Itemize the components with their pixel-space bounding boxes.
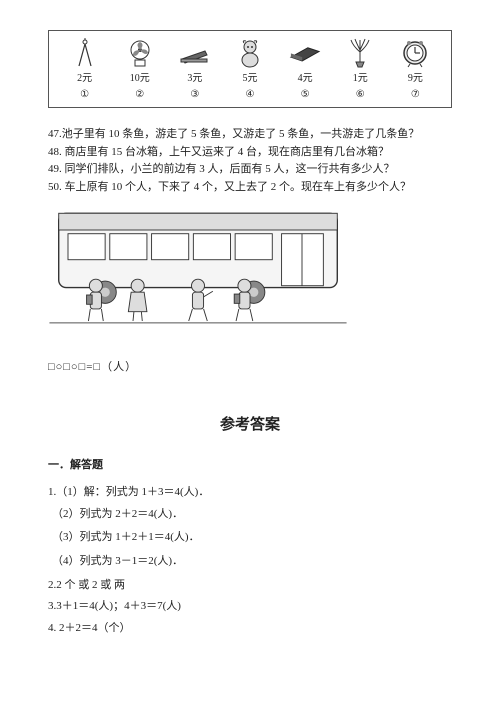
- answer-2: 2.2 个 或 2 或 两: [48, 577, 452, 595]
- item-doll: 5元 ④: [222, 37, 277, 103]
- stapler-icon: [167, 37, 222, 69]
- item-index: ①: [57, 87, 112, 103]
- item-price: 10元: [112, 71, 167, 87]
- items-price-box: 2元 ① 10元 ② 3元 ③ 5元 ④: [48, 30, 452, 108]
- question-49: 49. 同学们排队，小兰的前边有 3 人，后面有 5 人，这一行共有多少人？: [48, 161, 452, 179]
- item-wallet: 4元 ⑤: [278, 37, 333, 103]
- items-row: 2元 ① 10元 ② 3元 ③ 5元 ④: [57, 37, 443, 103]
- item-index: ⑤: [278, 87, 333, 103]
- item-index: ④: [222, 87, 277, 103]
- plant-icon: [333, 37, 388, 69]
- bus-illustration: [48, 204, 452, 341]
- question-list: 47.池子里有 10 条鱼，游走了 5 条鱼，又游走了 5 条鱼，一共游走了几条…: [48, 126, 452, 196]
- item-fan: 10元 ②: [112, 37, 167, 103]
- item-index: ③: [167, 87, 222, 103]
- item-index: ⑦: [388, 87, 443, 103]
- fan-icon: [112, 37, 167, 69]
- formula-blank: □○□○□=□（人）: [48, 359, 452, 377]
- item-plant: 1元 ⑥: [333, 37, 388, 103]
- compass-icon: [57, 37, 112, 69]
- item-price: 5元: [222, 71, 277, 87]
- wallet-icon: [278, 37, 333, 69]
- clock-icon: [388, 37, 443, 69]
- section-heading: 一．解答题: [48, 457, 452, 475]
- doll-icon: [222, 37, 277, 69]
- question-50: 50. 车上原有 10 个人，下来了 4 个，又上去了 2 个。现在车上有多少个…: [48, 179, 452, 197]
- item-clock: 9元 ⑦: [388, 37, 443, 103]
- item-stapler: 3元 ③: [167, 37, 222, 103]
- item-price: 2元: [57, 71, 112, 87]
- item-price: 1元: [333, 71, 388, 87]
- answer-1-2: （2）列式为 2＋2＝4(人)．: [52, 506, 452, 524]
- item-price: 3元: [167, 71, 222, 87]
- answer-4: 4. 2＋2＝4（个）: [48, 620, 452, 638]
- answer-3: 3.3＋1＝4(人)；4＋3＝7(人): [48, 598, 452, 616]
- answers-title: 参考答案: [48, 413, 452, 437]
- question-48: 48. 商店里有 15 台冰箱，上午又运来了 4 台，现在商店里有几台冰箱？: [48, 144, 452, 162]
- item-compass: 2元 ①: [57, 37, 112, 103]
- answer-1-3: （3）列式为 1＋2＋1＝4(人)．: [52, 529, 452, 547]
- answer-1-4: （4）列式为 3－1＝2(人)．: [52, 553, 452, 571]
- item-index: ⑥: [333, 87, 388, 103]
- answer-1-1: 1.（1）解：列式为 1＋3＝4(人)．: [48, 484, 452, 502]
- item-price: 4元: [278, 71, 333, 87]
- question-47: 47.池子里有 10 条鱼，游走了 5 条鱼，又游走了 5 条鱼，一共游走了几条…: [48, 126, 452, 144]
- item-index: ②: [112, 87, 167, 103]
- item-price: 9元: [388, 71, 443, 87]
